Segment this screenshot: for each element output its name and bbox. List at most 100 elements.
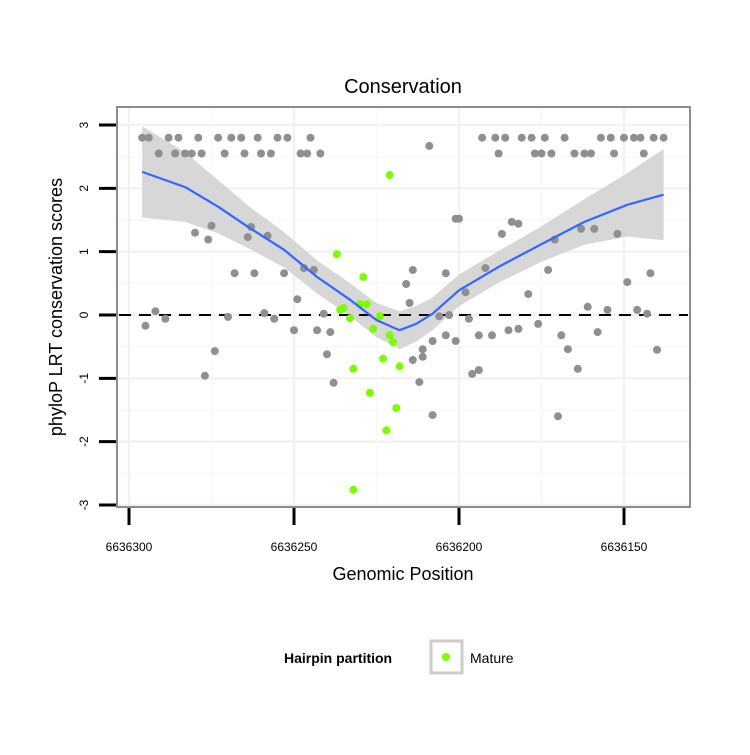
point-other — [435, 312, 444, 321]
point-other — [316, 149, 325, 158]
point-other — [181, 149, 190, 158]
point-mature — [369, 324, 378, 333]
point-mature — [395, 362, 404, 371]
panel-border — [116, 106, 691, 508]
point-other — [590, 224, 599, 233]
point-other — [577, 224, 586, 233]
point-other — [237, 133, 246, 142]
point-mature — [392, 404, 401, 413]
point-other — [280, 269, 289, 278]
point-other — [141, 321, 150, 330]
point-other — [547, 149, 556, 158]
point-other — [303, 149, 312, 158]
point-other — [497, 229, 506, 238]
point-other — [524, 290, 533, 299]
point-other — [563, 345, 572, 354]
grid-lines — [117, 107, 690, 507]
point-other — [557, 331, 566, 340]
x-tick-label: 6636150 — [601, 540, 648, 554]
y-axis: 3 2 1 0 -1 -2 -3 — [77, 121, 116, 510]
point-other — [455, 214, 463, 223]
point-other — [544, 266, 553, 274]
point-other — [610, 149, 619, 158]
point-other — [197, 149, 206, 158]
point-other — [534, 319, 543, 328]
point-other — [296, 149, 305, 158]
point-other — [504, 326, 513, 335]
point-mature — [339, 304, 348, 312]
point-other — [230, 269, 239, 278]
point-other — [613, 229, 622, 238]
point-other — [530, 149, 539, 158]
point-other — [653, 345, 661, 354]
point-other — [240, 149, 249, 158]
point-other — [441, 331, 450, 340]
legend-title: Hairpin partition — [284, 650, 392, 666]
point-other — [636, 133, 645, 142]
point-mature — [349, 485, 358, 494]
point-other — [273, 133, 282, 142]
x-tick-label: 6636300 — [106, 540, 153, 554]
y-tick-label: -3 — [77, 499, 91, 510]
point-other — [187, 149, 196, 158]
chart-title: Conservation — [344, 76, 462, 98]
point-other — [603, 305, 612, 314]
point-other — [474, 366, 483, 375]
point-other — [306, 133, 315, 142]
point-other — [253, 133, 262, 142]
point-other — [464, 314, 473, 323]
y-tick-label: 3 — [77, 121, 91, 128]
point-other — [461, 288, 470, 297]
point-other — [517, 133, 526, 142]
point-mature — [349, 364, 358, 373]
point-other — [293, 295, 302, 304]
point-mature — [385, 331, 394, 340]
point-other — [580, 149, 589, 158]
y-axis-label: phyloP LRT conservation scores — [46, 178, 66, 436]
point-mature — [389, 338, 397, 347]
legend-label-mature: Mature — [470, 650, 514, 666]
point-other — [243, 233, 252, 242]
point-other — [283, 133, 292, 142]
point-other — [445, 311, 454, 319]
point-other — [144, 133, 153, 142]
point-other — [313, 326, 322, 335]
point-other — [214, 133, 223, 142]
x-axis: 6636300 6636250 6636200 6636150 — [106, 508, 648, 554]
legend-key-mature — [442, 653, 450, 661]
point-other — [560, 133, 569, 142]
point-mature — [362, 300, 371, 309]
point-other — [151, 307, 160, 316]
y-tick-label: 0 — [77, 311, 91, 318]
point-other — [250, 269, 259, 278]
point-other — [573, 364, 582, 373]
point-other — [478, 133, 487, 142]
point-other — [260, 309, 269, 318]
point-other — [649, 133, 658, 142]
point-other — [164, 133, 173, 142]
point-other — [468, 369, 477, 378]
point-other — [210, 347, 219, 356]
point-other — [491, 133, 500, 142]
point-other — [514, 219, 523, 228]
x-axis-label: Genomic Position — [332, 564, 473, 584]
point-other — [266, 149, 275, 158]
point-other — [408, 266, 417, 274]
point-other — [554, 412, 562, 421]
point-other — [540, 133, 549, 142]
point-other — [257, 149, 265, 158]
point-other — [451, 337, 460, 345]
point-other — [220, 149, 229, 158]
point-other — [323, 350, 331, 359]
point-other — [659, 133, 668, 142]
point-other — [329, 378, 338, 387]
point-other — [207, 221, 216, 230]
point-mature — [385, 171, 394, 179]
point-other — [428, 411, 437, 420]
point-other — [474, 331, 483, 340]
smooth-curve — [141, 170, 664, 332]
point-other — [227, 133, 236, 142]
point-mature — [332, 250, 341, 259]
point-mature — [365, 388, 374, 397]
